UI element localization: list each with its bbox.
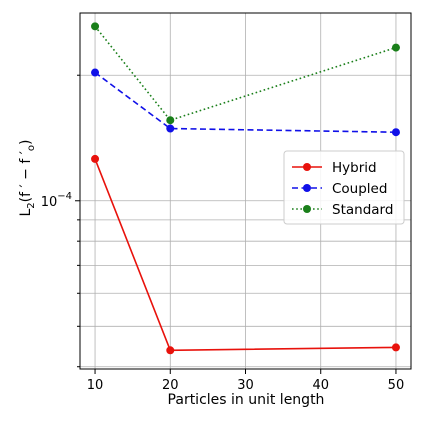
series-layer (91, 22, 400, 355)
legend-label-coupled: Coupled (332, 181, 387, 197)
data-point-standard (166, 116, 175, 125)
data-point-hybrid (166, 346, 175, 355)
series-line-coupled (94, 71, 396, 134)
legend-marker-standard (303, 205, 311, 213)
series-line-standard (94, 25, 397, 122)
x-tick-label: 30 (237, 378, 254, 393)
data-point-standard (391, 43, 400, 52)
series-coupled (91, 68, 400, 137)
data-point-standard (91, 22, 100, 31)
legend-box (283, 150, 405, 225)
y-axis-ticks: 10−4 (41, 74, 80, 368)
series-hybrid (91, 154, 400, 355)
x-tick-label: 50 (388, 378, 405, 393)
x-axis-label: Particles in unit length (168, 392, 325, 408)
y-axis-label: L2(f ′ − f ′o) (18, 140, 37, 217)
x-axis-ticks: 10 20 30 40 50 (87, 369, 404, 393)
x-tick-label: 40 (312, 378, 329, 393)
legend-label-hybrid: Hybrid (332, 160, 377, 176)
series-standard (91, 22, 400, 125)
x-tick-label: 20 (162, 378, 179, 393)
y-tick-label: 10−4 (41, 191, 72, 210)
data-point-coupled (391, 128, 400, 137)
data-point-hybrid (91, 154, 100, 163)
legend-marker-coupled (303, 184, 311, 192)
x-tick-label: 10 (87, 378, 104, 393)
legend: Hybrid Coupled Standard (283, 150, 405, 225)
legend-label-standard: Standard (332, 202, 393, 218)
data-point-coupled (91, 68, 100, 77)
data-point-hybrid (391, 343, 400, 352)
legend-marker-hybrid (303, 163, 311, 171)
data-point-coupled (166, 124, 175, 133)
